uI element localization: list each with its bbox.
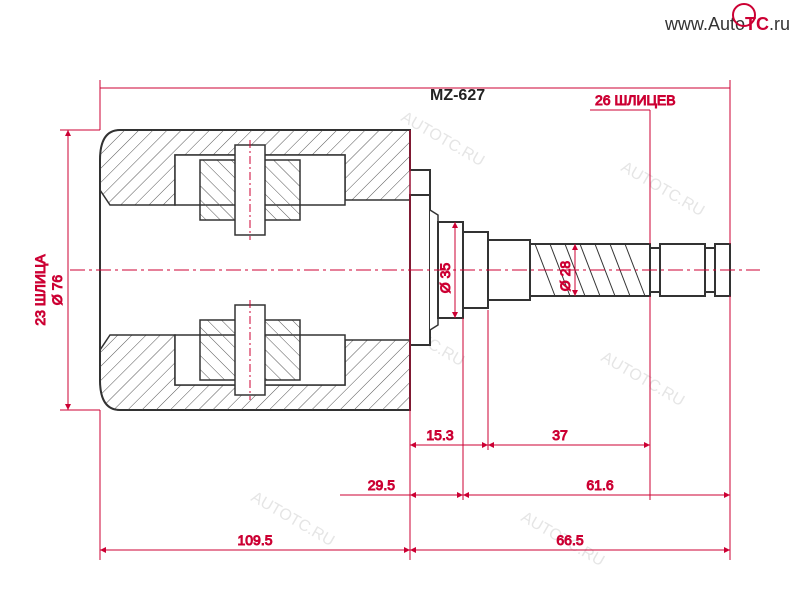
dim-109-5: 109.5 — [237, 532, 272, 548]
watermark-text: AUTOTC.RU — [598, 349, 687, 410]
site-logo: www.AutoTC.ru — [664, 4, 790, 34]
part-number: MZ-627 — [430, 87, 485, 104]
label-splines-right: 26 ШЛИЦЕВ — [595, 92, 676, 108]
dim-37: 37 — [552, 427, 568, 443]
url-prefix: www. — [664, 14, 708, 34]
dim-15-3: 15.3 — [426, 427, 453, 443]
url-suffix: .ru — [769, 14, 790, 34]
dim-d35: Ø 35 — [437, 263, 453, 294]
svg-text:www.AutoTC.ru: www.AutoTC.ru — [664, 14, 790, 34]
dim-66-5: 66.5 — [556, 532, 583, 548]
watermark-text: AUTOTC.RU — [618, 159, 707, 220]
dim-d28: Ø 28 — [557, 261, 573, 292]
technical-drawing: AUTOTC.RU AUTOTC.RU AUTOTC.RU AUTOTC.RU … — [0, 0, 800, 600]
label-splines-left: 23 ШЛИЦА — [32, 254, 48, 326]
dim-d76: Ø 76 — [49, 275, 65, 306]
drawing-container: { "part_number": "MZ-627", "url": { "pre… — [0, 0, 800, 600]
watermark-text: AUTOTC.RU — [398, 109, 487, 170]
dim-61-6: 61.6 — [586, 477, 613, 493]
dim-29-5: 29.5 — [368, 477, 395, 493]
